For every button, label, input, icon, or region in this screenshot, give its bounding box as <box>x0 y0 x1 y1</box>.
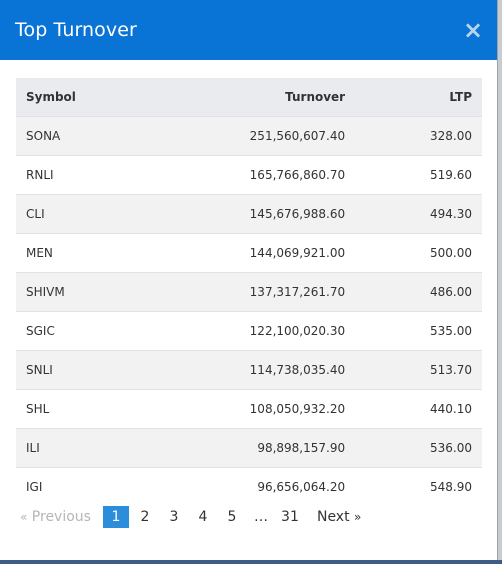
cell-ltp: 486.00 <box>373 271 482 311</box>
cell-symbol: IGI <box>16 466 139 506</box>
cell-turnover: 165,766,860.70 <box>138 154 374 194</box>
cell-symbol: RNLI <box>16 154 139 194</box>
column-header-symbol[interactable]: Symbol <box>26 89 76 104</box>
cell-turnover: 96,656,064.20 <box>138 466 374 506</box>
cell-ltp: 513.70 <box>373 349 482 389</box>
close-icon[interactable]: × <box>462 16 484 44</box>
cell-symbol: ILI <box>16 427 139 467</box>
previous-page-button[interactable]: « Previous <box>20 506 91 528</box>
cell-ltp: 494.30 <box>373 193 482 233</box>
table-row[interactable]: SONA 251,560,607.40 328.00 <box>16 115 482 155</box>
cell-ltp: 328.00 <box>373 115 482 155</box>
cell-ltp: 548.90 <box>373 466 482 506</box>
previous-label: Previous <box>31 509 91 525</box>
cell-symbol: CLI <box>16 193 139 233</box>
double-chevron-right-icon: » <box>354 510 362 524</box>
table-row[interactable]: MEN 144,069,921.00 500.00 <box>16 232 482 272</box>
table-row[interactable]: ILI 98,898,157.90 536.00 <box>16 427 482 467</box>
table-row[interactable]: CLI 145,676,988.60 494.30 <box>16 193 482 233</box>
cell-symbol: SONA <box>16 115 139 155</box>
page-button-31[interactable]: 31 <box>281 509 299 525</box>
modal-title: Top Turnover <box>15 19 137 41</box>
table-row[interactable]: SGIC 122,100,020.30 535.00 <box>16 310 482 350</box>
table-row[interactable]: RNLI 165,766,860.70 519.60 <box>16 154 482 194</box>
cell-ltp: 519.60 <box>373 154 482 194</box>
cell-ltp: 500.00 <box>373 232 482 272</box>
cell-turnover: 251,560,607.40 <box>138 115 374 155</box>
page-button-2[interactable]: 2 <box>140 509 150 525</box>
table-row[interactable]: SNLI 114,738,035.40 513.70 <box>16 349 482 389</box>
cell-ltp: 440.10 <box>373 388 482 428</box>
cell-turnover: 122,100,020.30 <box>138 310 374 350</box>
turnover-table-container: Symbol Turnover LTP SONA 251,560,607.40 … <box>16 78 482 506</box>
table-row[interactable]: SHIVM 137,317,261.70 486.00 <box>16 271 482 311</box>
background-footer-edge <box>0 560 502 564</box>
pagination: « Previous 1 2 3 4 5 … 31 Next » <box>20 506 361 528</box>
cell-turnover: 98,898,157.90 <box>138 427 374 467</box>
column-header-turnover[interactable]: Turnover <box>285 89 346 104</box>
cell-turnover: 145,676,988.60 <box>138 193 374 233</box>
cell-symbol: SHIVM <box>16 271 139 311</box>
double-chevron-left-icon: « <box>20 510 28 524</box>
turnover-table: Symbol Turnover LTP SONA 251,560,607.40 … <box>16 78 482 506</box>
cell-turnover: 108,050,932.20 <box>138 388 374 428</box>
cell-symbol: SHL <box>16 388 139 428</box>
cell-ltp: 536.00 <box>373 427 482 467</box>
cell-turnover: 144,069,921.00 <box>138 232 374 272</box>
table-header-row: Symbol Turnover LTP <box>16 78 482 116</box>
next-page-button[interactable]: Next » <box>317 506 361 528</box>
cell-symbol: SGIC <box>16 310 139 350</box>
page-button-1[interactable]: 1 <box>102 506 129 528</box>
background-edge <box>498 0 502 564</box>
page-button-3[interactable]: 3 <box>169 509 179 525</box>
modal-header: Top Turnover × <box>0 0 497 60</box>
table-row[interactable]: IGI 96,656,064.20 548.90 <box>16 466 482 506</box>
page-button-5[interactable]: 5 <box>227 509 237 525</box>
cell-symbol: MEN <box>16 232 139 272</box>
cell-turnover: 114,738,035.40 <box>138 349 374 389</box>
column-header-ltp[interactable]: LTP <box>449 89 472 104</box>
cell-symbol: SNLI <box>16 349 139 389</box>
next-label: Next <box>316 509 350 525</box>
cell-ltp: 535.00 <box>373 310 482 350</box>
table-row[interactable]: SHL 108,050,932.20 440.10 <box>16 388 482 428</box>
cell-turnover: 137,317,261.70 <box>138 271 374 311</box>
page-button-4[interactable]: 4 <box>198 509 208 525</box>
pagination-ellipsis: … <box>253 509 268 525</box>
